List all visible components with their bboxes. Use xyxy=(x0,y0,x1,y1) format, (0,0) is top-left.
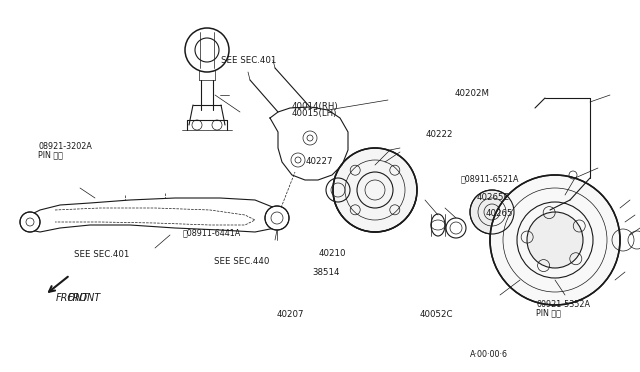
Polygon shape xyxy=(28,198,280,232)
Text: PIN ピン: PIN ピン xyxy=(536,308,561,317)
Text: A·00·00·6: A·00·00·6 xyxy=(470,350,508,359)
Circle shape xyxy=(333,148,417,232)
Text: 38514: 38514 xyxy=(312,268,340,277)
Text: 40207: 40207 xyxy=(276,310,304,319)
Text: 40265: 40265 xyxy=(485,209,513,218)
Text: 40052C: 40052C xyxy=(419,310,452,319)
Text: 40222: 40222 xyxy=(426,130,453,139)
Text: FRONT: FRONT xyxy=(56,294,89,303)
Circle shape xyxy=(490,175,620,305)
Text: 40265E: 40265E xyxy=(477,193,510,202)
Text: SEE SEC.401: SEE SEC.401 xyxy=(221,56,276,65)
Text: 00921-5352A: 00921-5352A xyxy=(536,300,590,309)
Text: FRONT: FRONT xyxy=(68,294,101,303)
Polygon shape xyxy=(270,107,348,180)
Circle shape xyxy=(20,212,40,232)
Text: 40227: 40227 xyxy=(306,157,333,166)
Text: 40014(RH): 40014(RH) xyxy=(291,102,338,110)
Text: 40210: 40210 xyxy=(319,249,346,258)
Text: 40015(LH): 40015(LH) xyxy=(291,109,337,118)
Text: 40202M: 40202M xyxy=(454,89,490,97)
Text: 08921-3202A: 08921-3202A xyxy=(38,142,92,151)
Circle shape xyxy=(265,206,289,230)
Text: ⓝ08911-6441A: ⓝ08911-6441A xyxy=(182,228,241,237)
Text: ⓝ08911-6521A: ⓝ08911-6521A xyxy=(461,175,519,184)
Circle shape xyxy=(470,190,514,234)
Text: SEE SEC.401: SEE SEC.401 xyxy=(74,250,129,259)
Text: PIN ピン: PIN ピン xyxy=(38,150,63,159)
Text: SEE SEC.440: SEE SEC.440 xyxy=(214,257,270,266)
Circle shape xyxy=(527,212,583,268)
